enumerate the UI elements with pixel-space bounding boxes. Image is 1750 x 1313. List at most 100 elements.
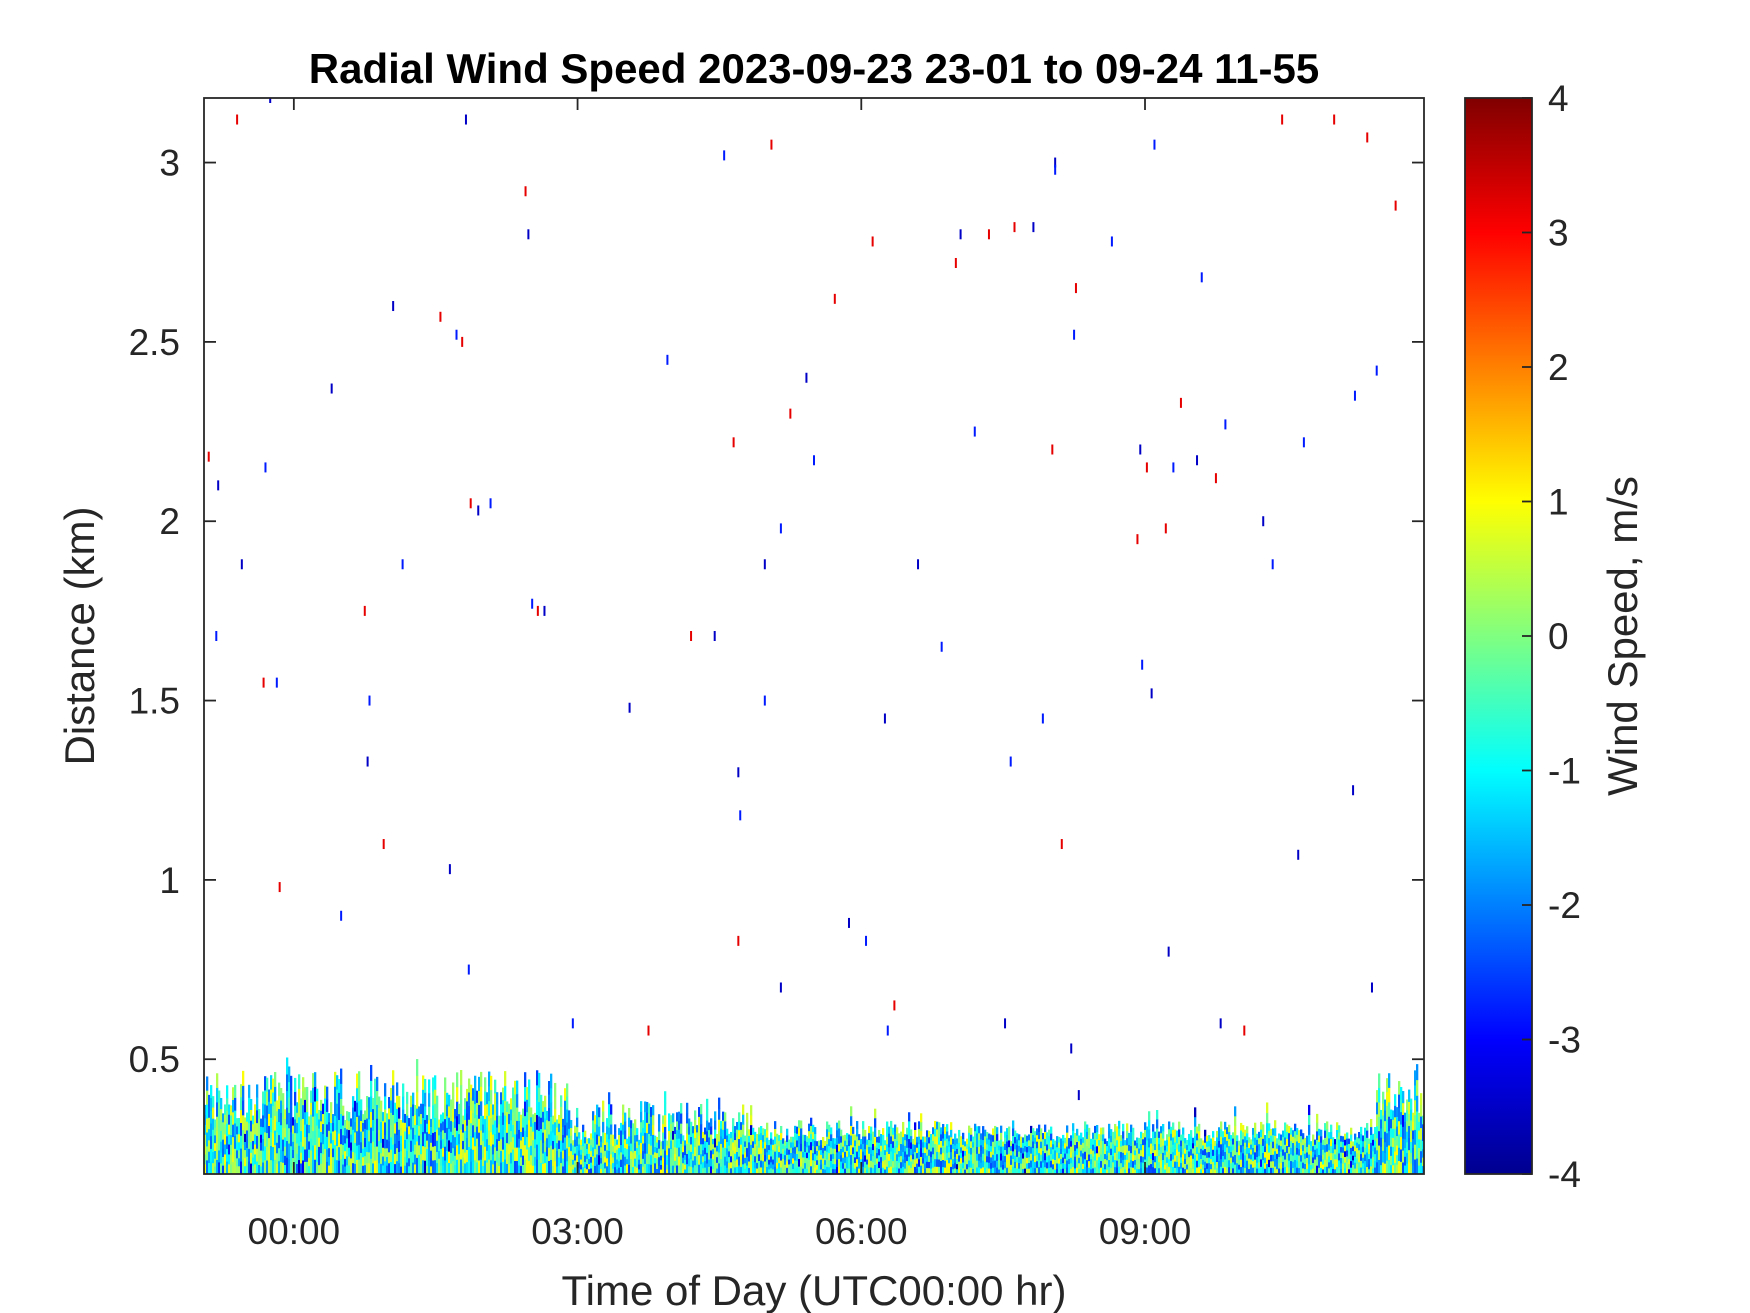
heatmap-cell — [278, 1082, 281, 1096]
heatmap-cell — [1080, 1144, 1083, 1151]
sparse-point — [847, 917, 850, 928]
heatmap-cell — [582, 1131, 585, 1140]
heatmap-cell — [1072, 1166, 1075, 1174]
heatmap-cell — [768, 1169, 771, 1174]
heatmap-cell — [410, 1151, 413, 1164]
heatmap-cell — [886, 1159, 889, 1167]
heatmap-cell — [1112, 1143, 1115, 1151]
heatmap-cell — [790, 1142, 793, 1148]
heatmap-cell — [858, 1139, 861, 1146]
heatmap-cell — [530, 1145, 533, 1156]
heatmap-cell — [1346, 1138, 1349, 1145]
heatmap-cell — [1154, 1167, 1157, 1174]
heatmap-cell — [472, 1112, 475, 1126]
heatmap-cell — [1266, 1163, 1269, 1174]
heatmap-cell — [546, 1137, 549, 1148]
heatmap-cell — [462, 1123, 465, 1133]
heatmap-cell — [792, 1136, 795, 1143]
heatmap-cell — [370, 1064, 373, 1081]
heatmap-cell — [524, 1101, 527, 1117]
heatmap-cell — [848, 1157, 851, 1164]
heatmap-cell — [582, 1152, 585, 1161]
heatmap-cell — [552, 1140, 555, 1150]
heatmap-cell — [306, 1086, 309, 1100]
heatmap-cell — [1026, 1157, 1029, 1164]
heatmap-cell — [636, 1141, 639, 1149]
heatmap-cell — [304, 1149, 307, 1162]
sparse-point — [1281, 114, 1284, 125]
heatmap-cell — [692, 1139, 695, 1147]
heatmap-cell — [1040, 1167, 1043, 1174]
heatmap-cell — [352, 1107, 355, 1119]
heatmap-cell — [790, 1158, 793, 1164]
heatmap-cell — [1354, 1168, 1357, 1174]
heatmap-cell — [276, 1110, 279, 1122]
heatmap-cell — [748, 1135, 751, 1143]
heatmap-cell — [268, 1113, 271, 1127]
heatmap-cell — [1220, 1151, 1223, 1160]
heatmap-cell — [290, 1117, 293, 1133]
heatmap-cell — [406, 1103, 409, 1116]
heatmap-cell — [1206, 1157, 1209, 1164]
heatmap-cell — [256, 1097, 259, 1111]
heatmap-cell — [1412, 1130, 1415, 1140]
heatmap-cell — [224, 1124, 227, 1135]
heatmap-cell — [310, 1114, 313, 1127]
heatmap-cell — [278, 1108, 281, 1123]
heatmap-cell — [436, 1129, 439, 1141]
heatmap-cell — [682, 1157, 685, 1164]
heatmap-cell — [1138, 1148, 1141, 1154]
heatmap-cell — [856, 1143, 859, 1152]
heatmap-cell — [1214, 1145, 1217, 1151]
heatmap-cell — [1288, 1160, 1291, 1168]
heatmap-cell — [674, 1147, 677, 1155]
heatmap-cell — [1164, 1154, 1167, 1160]
heatmap-cell — [1004, 1161, 1007, 1169]
heatmap-cell — [840, 1154, 843, 1162]
heatmap-cell — [1278, 1156, 1281, 1163]
heatmap-cell — [1240, 1166, 1243, 1174]
heatmap-cell — [1186, 1144, 1189, 1150]
heatmap-cell — [1052, 1153, 1055, 1160]
heatmap-cell — [1190, 1142, 1193, 1150]
heatmap-cell — [242, 1070, 245, 1086]
heatmap-cell — [240, 1161, 243, 1174]
sparse-point — [469, 498, 472, 509]
heatmap-cell — [420, 1153, 423, 1165]
heatmap-cell — [616, 1139, 619, 1145]
heatmap-cell — [234, 1110, 237, 1124]
heatmap-cell — [1334, 1139, 1337, 1145]
heatmap-cell — [1034, 1155, 1037, 1163]
heatmap-cell — [698, 1154, 701, 1165]
heatmap-cell — [1168, 1143, 1171, 1152]
heatmap-cell — [1328, 1138, 1331, 1145]
heatmap-cell — [1386, 1160, 1389, 1174]
sparse-point — [207, 451, 210, 462]
heatmap-cell — [1362, 1146, 1365, 1153]
heatmap-cell — [948, 1140, 951, 1147]
heatmap-cell — [330, 1153, 333, 1165]
heatmap-cell — [750, 1164, 753, 1174]
heatmap-cell — [934, 1151, 937, 1160]
heatmap-cell — [1124, 1154, 1127, 1160]
heatmap-cell — [984, 1161, 987, 1168]
heatmap-cell — [1124, 1159, 1127, 1165]
heatmap-cell — [962, 1150, 965, 1157]
heatmap-cell — [1150, 1168, 1153, 1174]
heatmap-cell — [226, 1148, 229, 1162]
heatmap-cell — [1048, 1136, 1051, 1143]
heatmap-cell — [776, 1150, 779, 1158]
heatmap-cell — [716, 1145, 719, 1152]
heatmap-cell — [1154, 1131, 1157, 1139]
heatmap-cell — [452, 1121, 455, 1136]
sparse-point — [871, 236, 874, 247]
heatmap-cell — [1326, 1151, 1329, 1160]
heatmap-cell — [732, 1166, 735, 1174]
heatmap-cell — [756, 1151, 759, 1158]
heatmap-cell — [908, 1138, 911, 1148]
heatmap-cell — [386, 1147, 389, 1157]
heatmap-cell — [988, 1162, 991, 1169]
heatmap-cell — [1236, 1162, 1239, 1169]
heatmap-cell — [1300, 1148, 1303, 1156]
